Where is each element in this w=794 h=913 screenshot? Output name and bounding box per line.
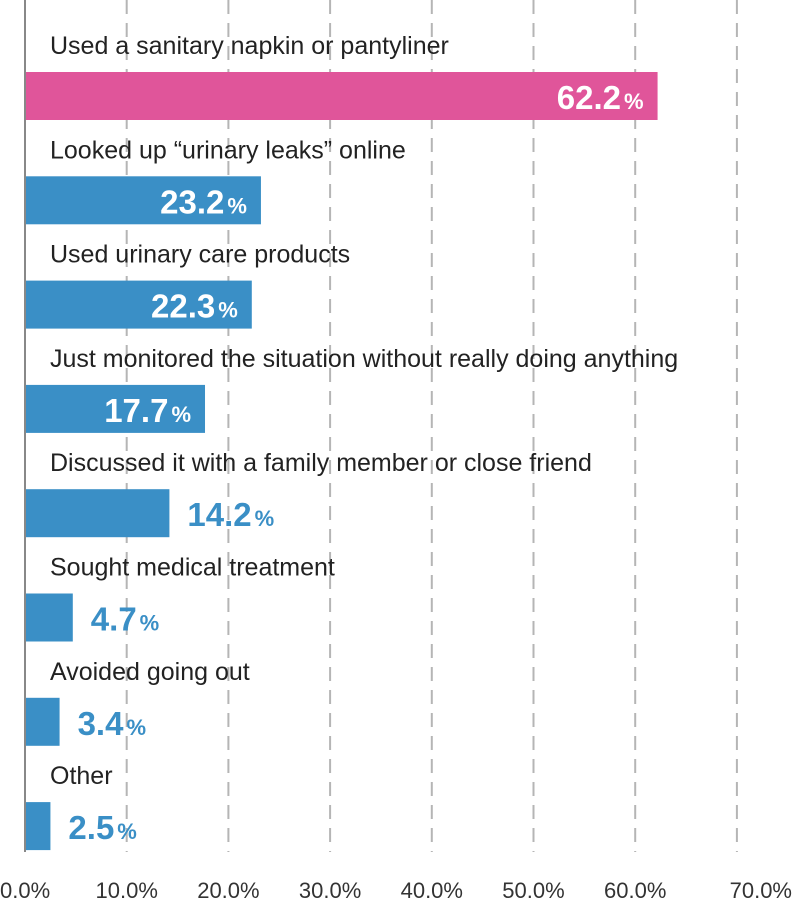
x-tick-label: 0.0%	[0, 878, 50, 903]
data-label: 4.7%	[91, 601, 159, 638]
data-label: 2.5%	[68, 809, 136, 846]
data-label: 3.4%	[78, 705, 146, 742]
bar	[25, 802, 51, 851]
x-tick-label: 60.0%	[604, 878, 666, 903]
category-label: Discussed it with a family member or clo…	[50, 449, 592, 477]
category-label: Other	[50, 762, 113, 790]
data-label: 23.2%	[160, 183, 247, 220]
x-tick-label: 20.0%	[197, 878, 259, 903]
category-label: Sought medical treatment	[50, 554, 335, 582]
bar	[25, 489, 170, 538]
data-label: 14.2%	[187, 496, 274, 533]
bar	[25, 176, 261, 225]
x-tick-label: 40.0%	[401, 878, 463, 903]
x-tick-label: 30.0%	[299, 878, 361, 903]
x-tick-label: 50.0%	[502, 878, 564, 903]
bars: Used a sanitary napkin or pantyliner 62.2…	[25, 32, 678, 851]
category-label: Avoided going out	[50, 658, 250, 686]
category-label: Looked up “urinary leaks” online	[50, 136, 406, 164]
bar	[25, 280, 252, 329]
bar	[25, 384, 206, 433]
x-tick-label: 70.0%	[730, 878, 792, 903]
bar	[25, 697, 60, 746]
category-label: Just monitored the situation without rea…	[50, 345, 678, 373]
category-label: Used urinary care products	[50, 241, 350, 269]
bar	[25, 593, 73, 642]
data-label: 62.2%	[557, 79, 644, 116]
data-label: 17.7%	[104, 392, 191, 429]
gridlines	[125, 0, 738, 852]
category-label: Used a sanitary napkin or pantyliner	[50, 32, 449, 60]
bar	[25, 72, 658, 120]
x-tick-label: 10.0%	[96, 878, 158, 903]
data-label: 22.3%	[151, 288, 238, 325]
